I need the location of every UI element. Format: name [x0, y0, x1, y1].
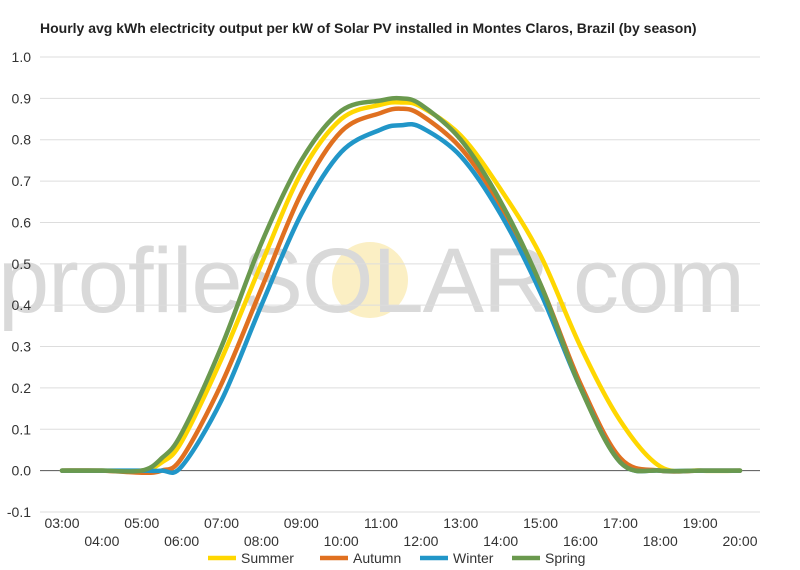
x-tick-label: 18:00: [643, 533, 678, 549]
y-tick-label: 0.6: [12, 214, 32, 230]
chart-title: Hourly avg kWh electricity output per kW…: [40, 20, 697, 36]
x-tick-label: 07:00: [204, 515, 239, 531]
x-tick-label: 11:00: [364, 515, 398, 531]
y-tick-label: 0.7: [12, 173, 32, 189]
y-tick-label: 0.1: [12, 421, 32, 437]
x-tick-label: 04:00: [84, 533, 119, 549]
x-tick-label: 12:00: [403, 533, 438, 549]
watermark: profileSOLAR.com: [0, 230, 745, 332]
y-tick-label: 1.0: [12, 49, 32, 65]
y-axis: -0.1 0.0 0.1 0.2 0.3 0.4 0.5 0.6 0.7 0.8 0.9 1.0: [7, 49, 31, 520]
x-tick-label: 13:00: [443, 515, 478, 531]
watermark-sun-icon: [332, 242, 408, 318]
x-axis: 03:00 05:00 07:00 09:00 11:00 13:00 15:00 17:00…: [44, 515, 757, 549]
series-line-summer: [59, 100, 743, 474]
y-tick-label: 0.2: [12, 380, 32, 396]
x-tick-label: 09:00: [284, 515, 319, 531]
x-tick-label: 14:00: [483, 533, 518, 549]
legend-label-spring: Spring: [545, 550, 585, 566]
x-tick-label: 19:00: [683, 515, 718, 531]
y-tick-label: -0.1: [7, 504, 31, 520]
x-tick-label: 05:00: [124, 515, 159, 531]
x-tick-label: 06:00: [164, 533, 199, 549]
legend: Summer Autumn Winter Spring: [208, 550, 585, 566]
series-line-spring: [59, 95, 743, 474]
x-tick-label: 08:00: [244, 533, 279, 549]
watermark-text: profileSOLAR.com: [0, 230, 744, 332]
series-group: [59, 95, 743, 476]
legend-label-winter: Winter: [453, 550, 494, 566]
y-tick-label: 0.4: [12, 297, 32, 313]
x-tick-label: 10:00: [324, 533, 359, 549]
y-tick-label: 0.9: [12, 90, 32, 106]
y-tick-label: 0.3: [12, 339, 32, 355]
y-tick-label: 0.8: [12, 132, 32, 148]
grid: [40, 56, 760, 513]
y-tick-label: 0.0: [12, 463, 32, 479]
legend-label-summer: Summer: [241, 550, 294, 566]
x-tick-label: 03:00: [44, 515, 79, 531]
legend-label-autumn: Autumn: [353, 550, 401, 566]
x-tick-label: 15:00: [523, 515, 558, 531]
y-tick-label: 0.5: [12, 256, 32, 272]
x-tick-label: 20:00: [722, 533, 757, 549]
x-tick-label: 16:00: [563, 533, 598, 549]
x-tick-label: 17:00: [603, 515, 638, 531]
